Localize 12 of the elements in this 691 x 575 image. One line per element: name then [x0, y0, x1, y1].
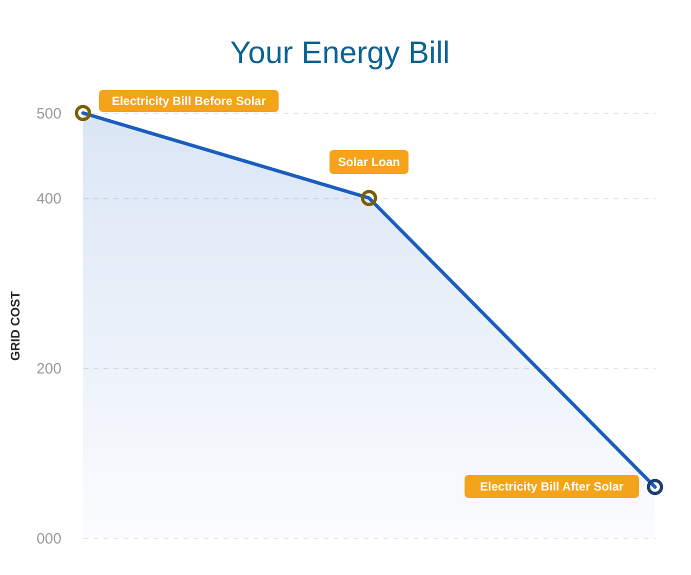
y-axis-title: GRID COST — [8, 290, 22, 361]
y-tick-label: 000 — [36, 530, 62, 548]
point — [74, 104, 92, 122]
y-tick-label: 400 — [36, 190, 62, 208]
chart-title: Your Energy Bill — [230, 35, 450, 70]
text: Electricity Bill Before Solar — [112, 94, 266, 108]
y-tick-label: 500 — [36, 106, 62, 122]
annotation: Electricity Bill After Solar — [480, 480, 624, 494]
annotation: Solar Loan — [338, 155, 400, 169]
point — [360, 190, 378, 206]
point — [646, 478, 664, 496]
y-tick-label: 200 — [36, 360, 62, 378]
